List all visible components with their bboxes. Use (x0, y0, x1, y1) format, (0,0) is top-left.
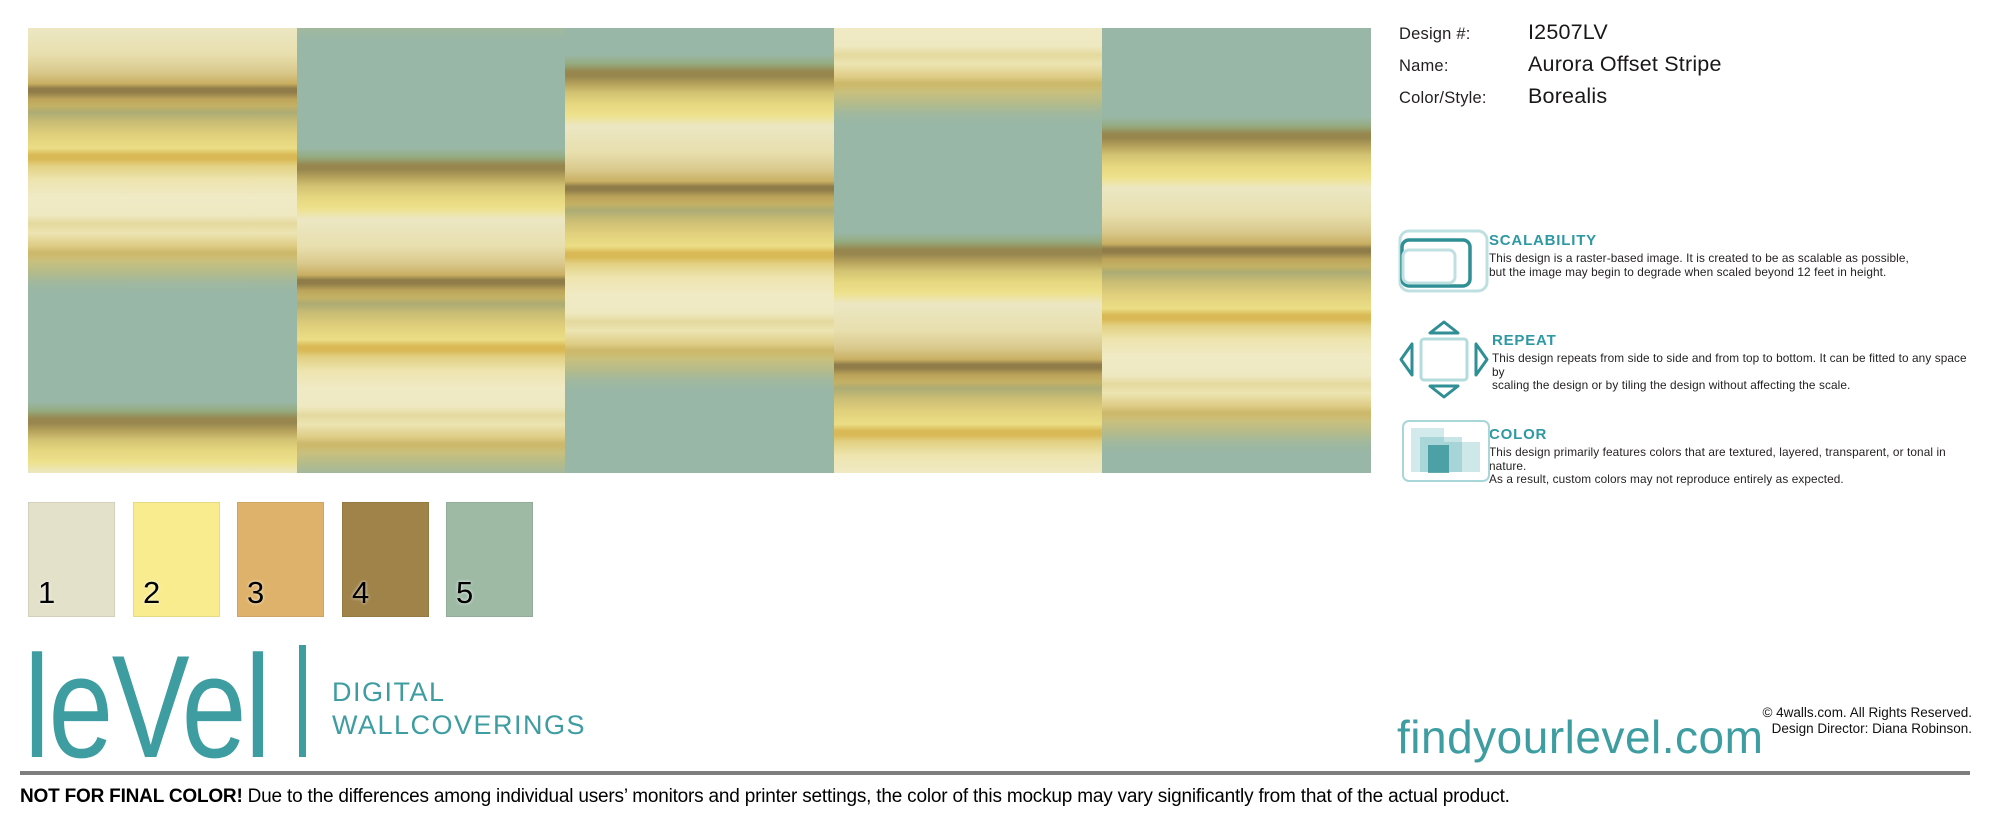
disclaimer-rest: Due to the differences among individual … (242, 786, 1510, 807)
website-link[interactable]: findyourlevel.com (1397, 711, 1764, 763)
swatch-panel (1102, 28, 1371, 473)
design-name-row: Name: Aurora Offset Stripe (1399, 52, 1722, 84)
color-style-value: Borealis (1528, 84, 1608, 108)
feature-color: COLOR This design primarily features col… (1396, 416, 1981, 487)
logo-tagline: DIGITAL WALLCOVERINGS (332, 676, 586, 742)
color-style-row: Color/Style: Borealis (1399, 84, 1722, 116)
design-number-row: Design #: I2507LV (1399, 20, 1722, 52)
copyright-block: © 4walls.com. All Rights Reserved. Desig… (1762, 705, 1972, 736)
swatch-panel (296, 28, 566, 473)
repeat-body-line2: scaling the design or by tiling the desi… (1492, 378, 1851, 393)
palette-chip: 4 (342, 502, 429, 617)
swatch-panel (28, 28, 297, 473)
repeat-icon (1396, 318, 1492, 407)
color-icon-frame (1402, 420, 1490, 482)
color-body-line2: As a result, custom colors may not repro… (1489, 472, 1844, 487)
tagline-line2: WALLCOVERINGS (332, 710, 587, 740)
repeat-text: REPEAT This design repeats from side to … (1492, 318, 1981, 407)
wallcovering-swatch-image (28, 28, 1371, 473)
scalability-title: SCALABILITY (1489, 232, 1597, 249)
swatch-panel (565, 28, 834, 473)
level-logo: leVel (24, 625, 271, 788)
palette-chip: 2 (133, 502, 220, 617)
palette-chip: 5 (446, 502, 533, 617)
color-palette: 1 2 3 4 5 (28, 502, 628, 618)
design-name-label: Name: (1399, 57, 1449, 75)
logo-divider-bar (299, 645, 306, 757)
palette-chip-number: 1 (38, 575, 56, 610)
palette-chip-number: 3 (247, 575, 265, 610)
scalability-body-line2: but the image may begin to degrade when … (1489, 264, 1887, 279)
swatch-panel (833, 28, 1103, 473)
design-number-label: Design #: (1399, 25, 1471, 43)
tagline-line1: DIGITAL (332, 677, 446, 707)
palette-chip: 1 (28, 502, 115, 617)
copyright-line2: Design Director: Diana Robinson. (1771, 720, 1972, 736)
color-style-label: Color/Style: (1399, 89, 1487, 107)
color-title: COLOR (1489, 426, 1548, 443)
color-icon-square (1444, 442, 1480, 472)
design-number-value: I2507LV (1528, 20, 1608, 44)
palette-chip-number: 5 (456, 575, 474, 610)
color-body-line1: This design primarily features colors th… (1489, 445, 1946, 473)
disclaimer-bold: NOT FOR FINAL COLOR! (20, 786, 243, 807)
footer-divider (20, 771, 1970, 775)
color-icon (1396, 416, 1490, 487)
repeat-body-line1: This design repeats from side to side an… (1492, 351, 1967, 379)
scalability-icon (1396, 228, 1489, 301)
feature-scalability: SCALABILITY This design is a raster-base… (1396, 228, 1981, 301)
product-info: Design #: I2507LV Name: Aurora Offset Stri… (1399, 20, 1722, 116)
color-text: COLOR This design primarily features col… (1489, 416, 1981, 487)
scalability-body-line1: This design is a raster-based image. It … (1489, 251, 1909, 265)
palette-chip-number: 2 (143, 575, 161, 610)
repeat-title: REPEAT (1492, 332, 1557, 349)
feature-repeat: REPEAT This design repeats from side to … (1396, 318, 1981, 407)
palette-chip: 3 (237, 502, 324, 617)
color-icon-square (1428, 445, 1449, 473)
copyright-line1: © 4walls.com. All Rights Reserved. (1762, 705, 1972, 720)
design-name-value: Aurora Offset Stripe (1528, 52, 1722, 76)
palette-chip-number: 4 (352, 575, 370, 610)
disclaimer-text: NOT FOR FINAL COLOR! Due to the differen… (20, 786, 1510, 808)
scalability-text: SCALABILITY This design is a raster-base… (1489, 228, 1981, 301)
